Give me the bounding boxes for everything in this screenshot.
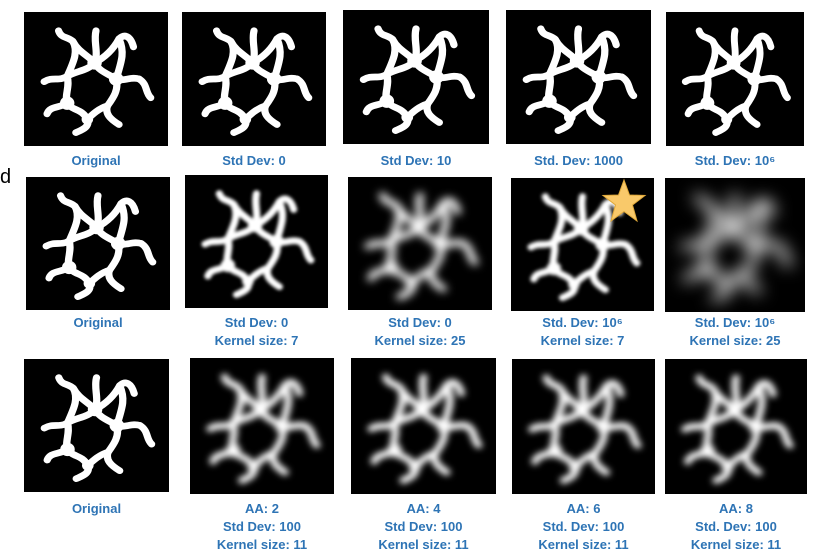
caption-line: Std. Dev: 10⁶ — [694, 153, 776, 168]
caption-line: AA: 6 — [566, 501, 601, 516]
caption-line: Std Dev: 100 — [222, 519, 302, 534]
caption-line: AA: 8 — [719, 501, 753, 516]
caption-line: Std Dev: 100 — [384, 519, 463, 534]
panel-caption: Original — [4, 152, 188, 170]
caption-line: Kernel size: 7 — [214, 333, 299, 348]
panel-caption: Std Dev: 10 — [323, 152, 509, 170]
pattern-shape — [367, 373, 483, 484]
panel-caption: Std. Dev: 10⁶ Kernel size: 7 — [491, 314, 674, 350]
pattern-shape — [198, 27, 313, 136]
caption-line: Std Dev: 0 — [388, 315, 452, 330]
image-panel — [665, 178, 805, 312]
image-panel — [26, 177, 170, 310]
panel-caption: Std. Dev: 10⁶ — [646, 152, 815, 170]
panel-caption: Original — [6, 314, 190, 332]
caption-line: Kernel size: 11 — [538, 537, 629, 552]
pattern-shape — [528, 374, 642, 484]
caption-line: Original — [71, 501, 122, 516]
image-panel — [665, 359, 807, 494]
caption-line: AA: 2 — [245, 501, 279, 516]
caption-line: Std. Dev: 10⁶ — [694, 315, 776, 330]
image-panel — [185, 175, 328, 308]
caption-line: Kernel size: 11 — [378, 537, 469, 552]
panel-caption: Std. Dev: 1000 — [486, 152, 671, 170]
pattern-shape — [206, 373, 321, 484]
caption-line: Std Dev: 0 — [222, 153, 286, 168]
caption-line: Std. Dev: 1000 — [534, 153, 623, 168]
panel-caption: Original — [4, 500, 189, 518]
caption-line: Original — [71, 153, 121, 168]
image-panel — [343, 10, 489, 144]
pattern-shape — [527, 193, 641, 302]
caption-line: Original — [73, 315, 123, 330]
panel-caption: Std. Dev: 10⁶ Kernel size: 25 — [645, 314, 815, 350]
image-panel — [190, 358, 334, 494]
caption-line: Kernel size: 25 — [374, 333, 466, 348]
pattern-shape — [359, 25, 476, 134]
pattern-shape — [364, 192, 479, 301]
caption-line: Kernel size: 7 — [540, 333, 625, 348]
image-panel — [182, 12, 326, 146]
star-icon — [600, 178, 648, 224]
caption-line: Std. Dev: 100 — [542, 519, 625, 534]
panel-caption: Std Dev: 0 Kernel size: 25 — [328, 314, 512, 350]
edge-text-fragment: d — [0, 166, 12, 188]
image-panel — [24, 12, 168, 146]
panel-caption: Std Dev: 0 Kernel size: 7 — [165, 314, 348, 350]
panel-caption: AA: 2 Std Dev: 100 Kernel size: 11 — [170, 500, 354, 554]
caption-line: Std. Dev: 100 — [695, 519, 777, 534]
pattern-shape — [201, 190, 315, 299]
pattern-shape — [681, 193, 792, 302]
pattern-shape — [681, 27, 791, 136]
image-panel — [506, 10, 651, 144]
pattern-shape — [42, 192, 157, 301]
image-panel — [666, 12, 804, 146]
panel-caption: AA: 8 Std. Dev: 100 Kernel size: 11 — [645, 500, 815, 554]
caption-line: Std Dev: 0 — [224, 315, 289, 330]
caption-line: Std. Dev: 10⁶ — [542, 315, 623, 330]
panel-caption: AA: 6 Std. Dev: 100 Kernel size: 11 — [492, 500, 675, 554]
image-panel — [512, 359, 655, 494]
caption-line: Kernel size: 25 — [689, 333, 781, 348]
pattern-shape — [681, 374, 794, 484]
image-panel — [511, 178, 654, 311]
caption-line: AA: 4 — [406, 501, 441, 516]
image-panel — [348, 177, 492, 310]
image-panel — [24, 359, 169, 492]
image-panel — [351, 358, 496, 494]
pattern-shape — [40, 27, 155, 136]
panel-caption: AA: 4 Std Dev: 100 Kernel size: 11 — [331, 500, 516, 554]
pattern-shape — [40, 374, 156, 483]
caption-line: Std Dev: 10 — [380, 153, 452, 168]
caption-line: Kernel size: 11 — [216, 537, 308, 552]
panel-caption: Std Dev: 0 — [162, 152, 346, 170]
caption-line: Kernel size: 11 — [690, 537, 782, 552]
pattern-shape — [522, 25, 638, 134]
